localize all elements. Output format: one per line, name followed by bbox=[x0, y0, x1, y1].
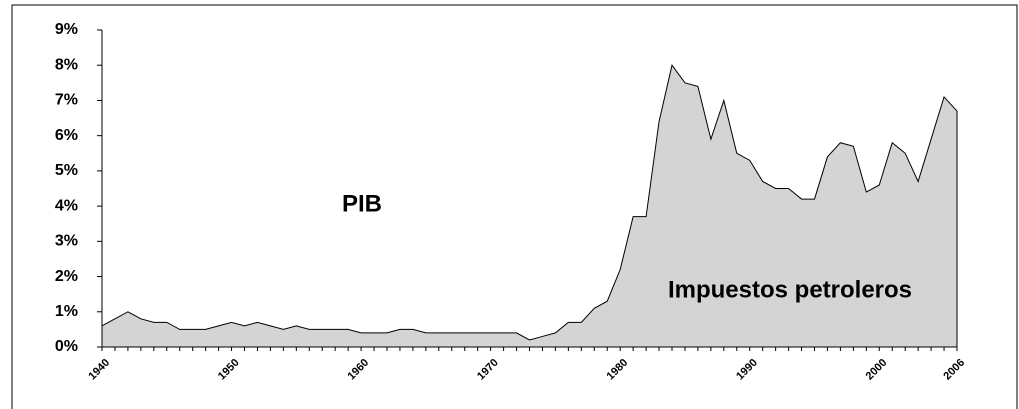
y-tick-label: 0% bbox=[55, 338, 78, 355]
y-tick-label: 5% bbox=[55, 162, 78, 179]
x-tick-label: 1960 bbox=[345, 357, 371, 383]
y-tick-label: 1% bbox=[55, 303, 78, 320]
annotation: PIB bbox=[342, 190, 382, 217]
x-tick-label: 1970 bbox=[475, 357, 501, 383]
x-tick-label: 1950 bbox=[216, 357, 242, 383]
y-tick-label: 4% bbox=[55, 197, 78, 214]
x-tick-label: 2006 bbox=[941, 357, 967, 383]
y-tick-label: 8% bbox=[55, 56, 78, 73]
x-tick-label: 1980 bbox=[605, 357, 631, 383]
y-tick-label: 9% bbox=[55, 21, 78, 38]
annotation: Impuestos petroleros bbox=[668, 276, 912, 303]
y-tick-label: 2% bbox=[55, 268, 78, 285]
y-tick-label: 3% bbox=[55, 233, 78, 250]
y-tick-label: 7% bbox=[55, 92, 78, 109]
x-tick-label: 1940 bbox=[86, 357, 112, 383]
y-tick-label: 6% bbox=[55, 127, 78, 144]
frame bbox=[11, 4, 1018, 409]
x-tick-label: 1990 bbox=[734, 357, 760, 383]
area bbox=[101, 64, 958, 348]
x-tick-label: 2000 bbox=[864, 357, 890, 383]
